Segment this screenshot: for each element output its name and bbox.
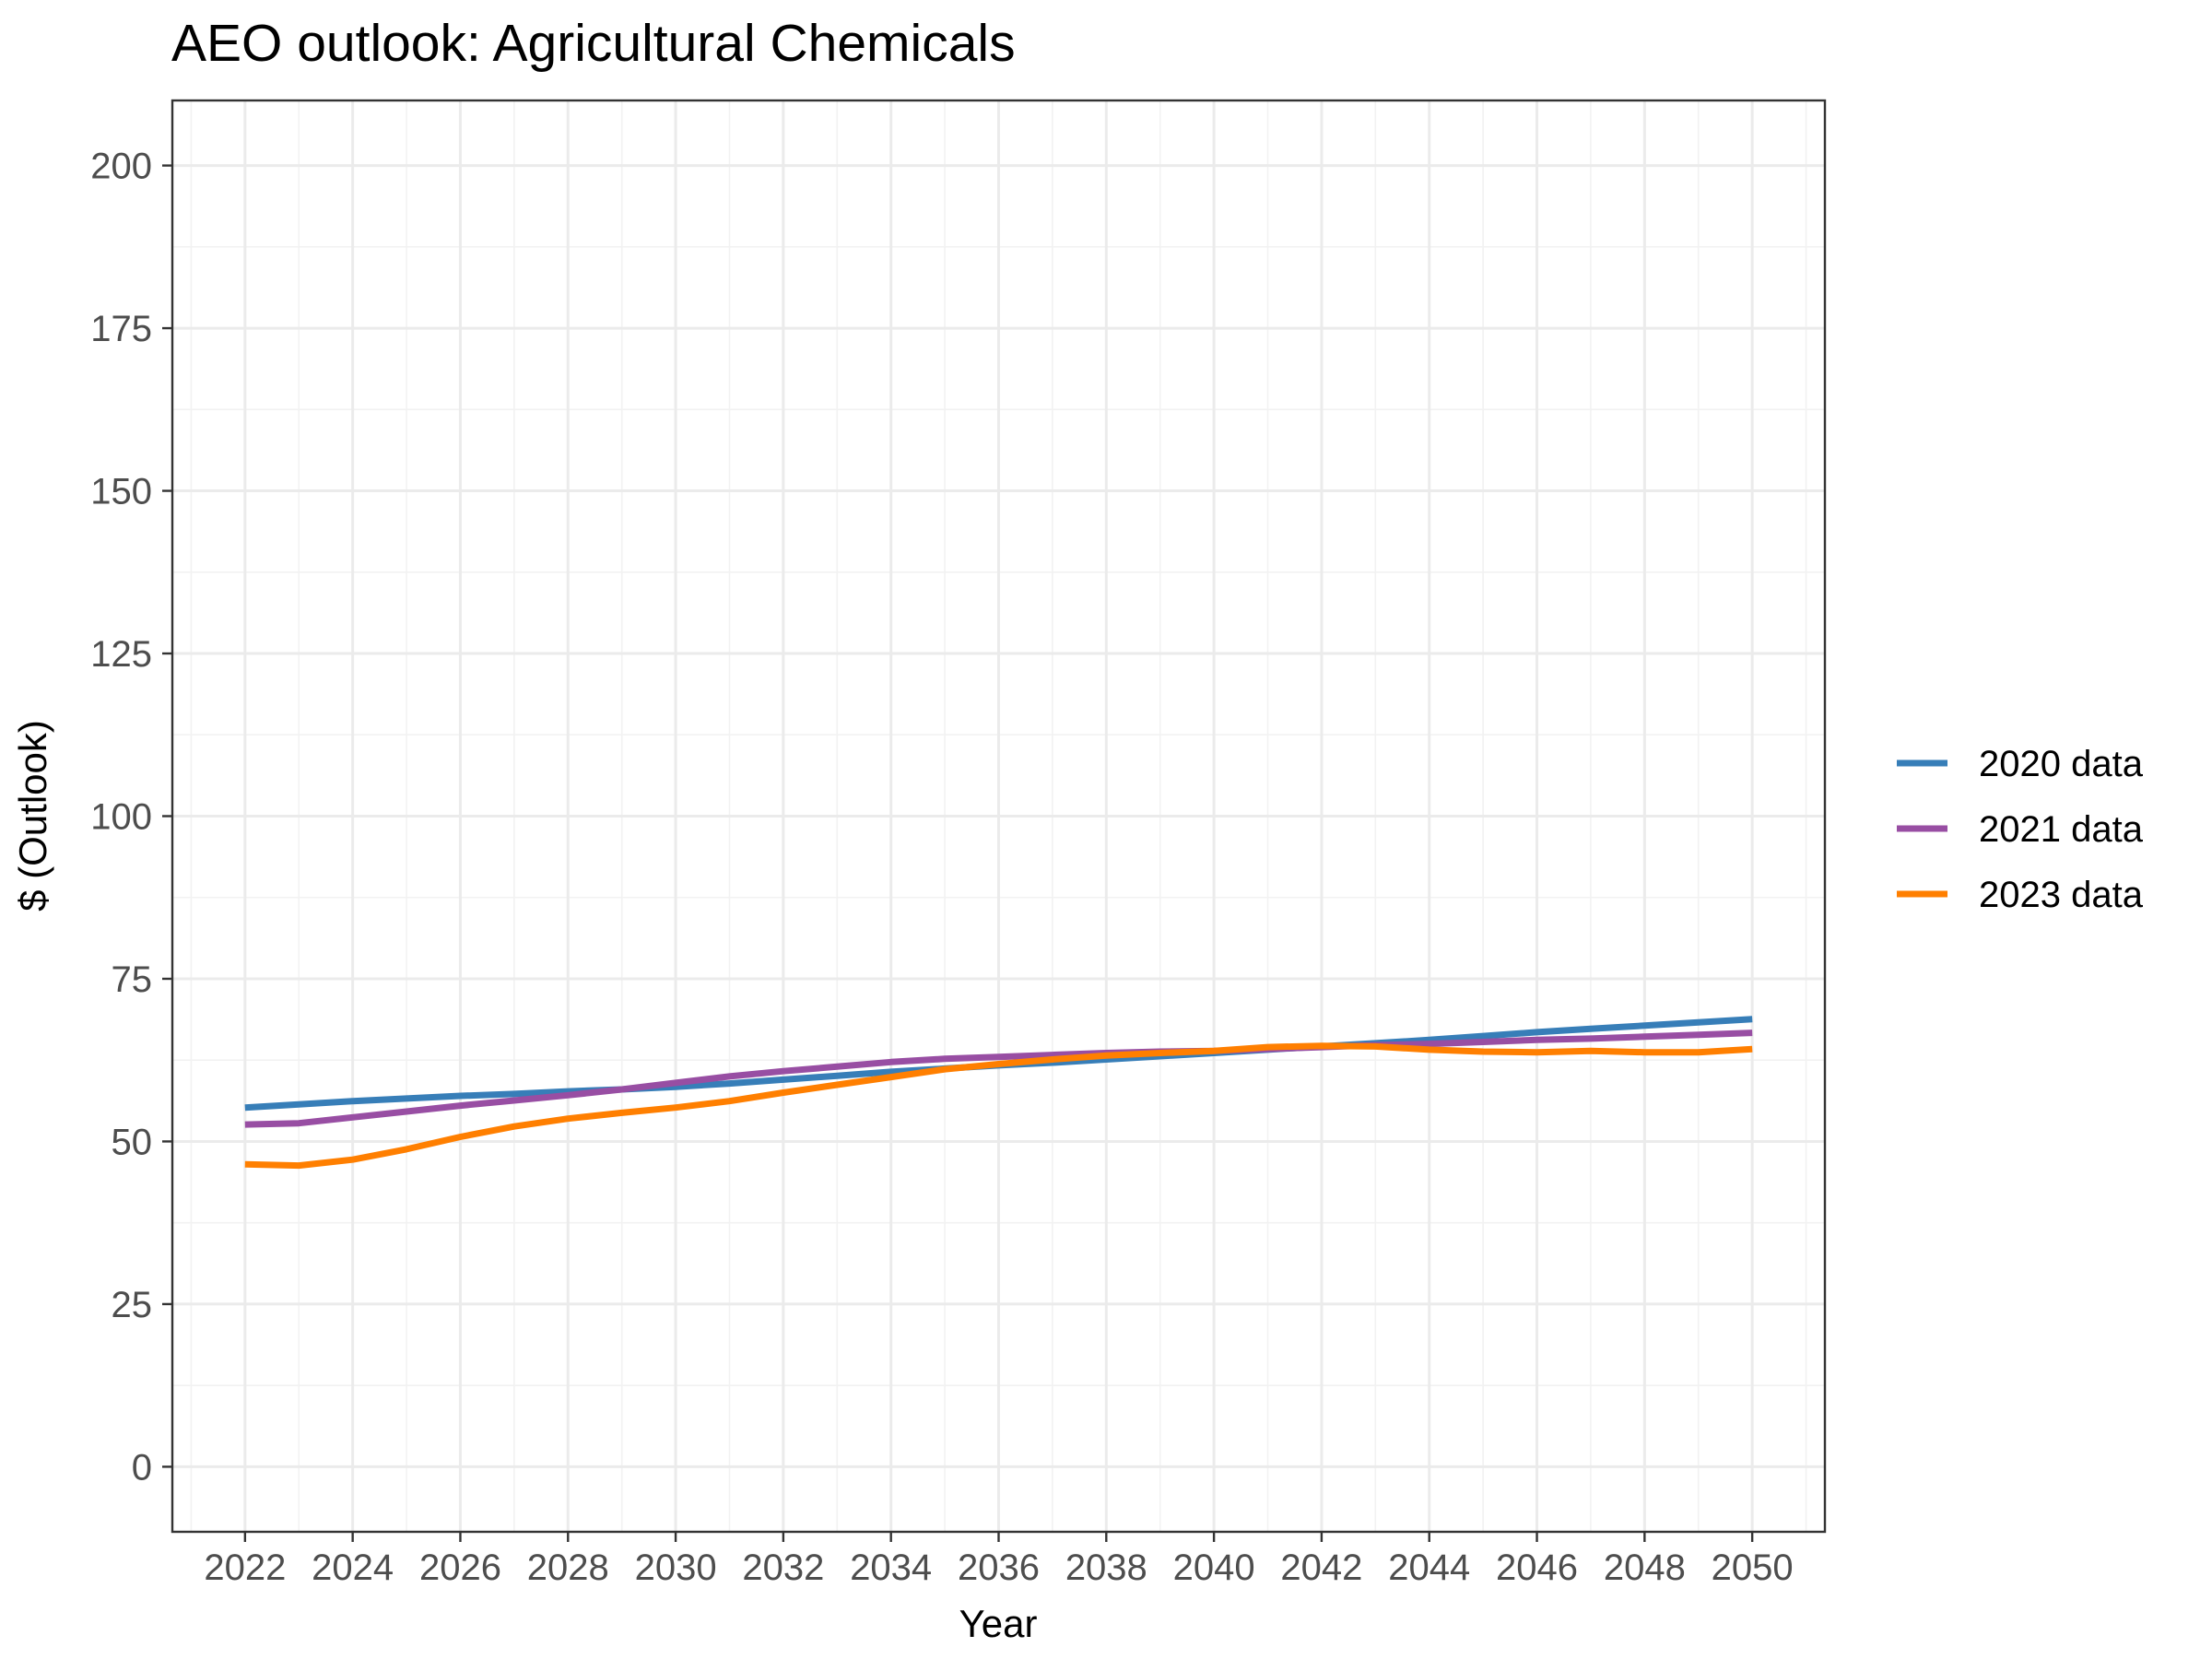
series-line-1	[244, 1030, 1753, 1128]
y-axis-ticks: 0 25 50 75 100 125 150 175 200	[90, 147, 172, 1488]
legend-label-1: 2021 data	[1979, 809, 2144, 850]
x-tick-label: 2024	[312, 1547, 394, 1588]
x-tick-label: 2040	[1173, 1547, 1255, 1588]
chart-title: AEO outlook: Agricultural Chemicals	[171, 14, 1016, 73]
series-lines	[244, 1016, 1753, 1170]
x-tick-label: 2050	[1712, 1547, 1794, 1588]
y-tick-label: 75	[112, 959, 153, 1000]
x-tick-label: 2034	[850, 1547, 932, 1588]
y-tick-label: 125	[90, 634, 152, 675]
y-tick-label: 175	[90, 309, 152, 349]
x-tick-label: 2046	[1496, 1547, 1578, 1588]
series-line-2	[244, 1042, 1753, 1170]
x-tick-label: 2028	[527, 1547, 609, 1588]
x-tick-label: 2026	[419, 1547, 501, 1588]
x-tick-label: 2038	[1065, 1547, 1147, 1588]
x-tick-label: 2036	[958, 1547, 1040, 1588]
x-tick-label: 2044	[1388, 1547, 1470, 1588]
y-tick-label: 200	[90, 147, 152, 187]
y-tick-label: 100	[90, 797, 152, 838]
y-tick-label: 0	[132, 1447, 152, 1488]
x-tick-label: 2048	[1604, 1547, 1686, 1588]
major-gridlines	[172, 100, 1825, 1532]
x-tick-label: 2032	[742, 1547, 824, 1588]
legend-label-2: 2023 data	[1979, 875, 2144, 915]
y-tick-label: 50	[112, 1122, 153, 1162]
legend: 2020 data 2021 data 2023 data	[1897, 744, 2144, 915]
x-axis-ticks: 2022 2024 2026 2028 2030 2032 2034 2036 2038 2040…	[204, 1532, 1794, 1588]
legend-label-0: 2020 data	[1979, 744, 2144, 784]
y-tick-label: 150	[90, 472, 152, 512]
x-axis-title: Year	[959, 1602, 1038, 1645]
y-axis-title: $ (Outlook)	[11, 720, 54, 912]
x-tick-label: 2030	[635, 1547, 717, 1588]
y-tick-label: 25	[112, 1285, 153, 1325]
x-tick-label: 2022	[204, 1547, 286, 1588]
x-tick-label: 2042	[1280, 1547, 1362, 1588]
